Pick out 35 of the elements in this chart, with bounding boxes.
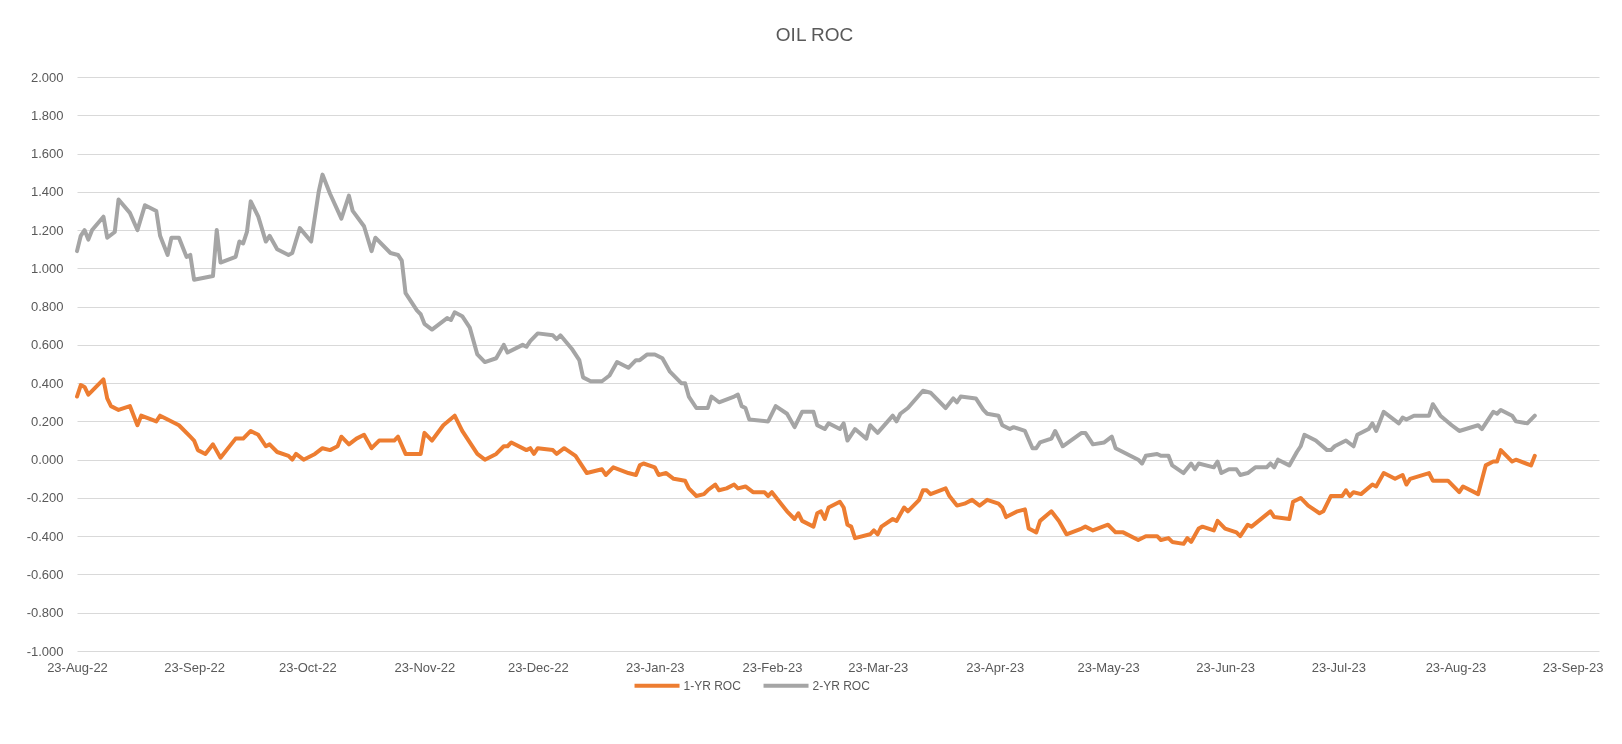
y-tick-label: -0.800: [26, 605, 64, 621]
x-tick-label: 23-Feb-23: [742, 659, 803, 675]
x-tick-label: 23-Jan-23: [626, 659, 685, 675]
y-tick-label: 1.600: [30, 146, 64, 162]
x-tick-label: 23-Sep-22: [164, 659, 225, 675]
y-tick-label: 0.400: [30, 375, 64, 391]
x-tick-label: 23-Apr-23: [966, 659, 1025, 675]
legend-label: 1-YR ROC: [683, 678, 742, 693]
x-tick-label: 23-May-23: [1077, 659, 1140, 675]
x-tick-label: 23-Nov-22: [394, 659, 456, 675]
y-tick-label: 0.600: [30, 337, 64, 353]
x-tick-label: 23-Jun-23: [1196, 659, 1255, 675]
legend-label: 2-YR ROC: [812, 678, 871, 693]
y-tick-label: 2.000: [30, 69, 64, 85]
y-tick-label: 1.200: [30, 222, 64, 238]
y-tick-label: 0.800: [30, 299, 64, 315]
y-tick-label: 1.400: [30, 184, 64, 200]
y-tick-label: 0.200: [30, 413, 64, 429]
line-series: [75, 377, 1537, 546]
y-tick-label: 1.800: [30, 107, 64, 123]
y-tick-label: 0.000: [30, 452, 64, 468]
y-tick-label: -0.400: [26, 528, 64, 544]
y-tick-label: -0.600: [26, 566, 64, 582]
y-tick-label: -0.200: [26, 490, 64, 506]
x-tick-label: 23-Aug-23: [1425, 659, 1487, 675]
y-tick-label: 1.000: [30, 260, 64, 276]
line-series: [75, 172, 1537, 477]
x-tick-label: 23-Dec-22: [507, 659, 569, 675]
y-tick-label: -1.000: [26, 643, 64, 659]
chart-title: OIL ROC: [775, 24, 854, 45]
x-tick-label: 23-Oct-22: [278, 659, 337, 675]
x-tick-label: 23-Jul-23: [1311, 659, 1367, 675]
x-tick-label: 23-Sep-23: [1542, 659, 1604, 675]
x-tick-label: 23-Aug-22: [47, 659, 108, 675]
x-tick-label: 23-Mar-23: [848, 659, 909, 675]
